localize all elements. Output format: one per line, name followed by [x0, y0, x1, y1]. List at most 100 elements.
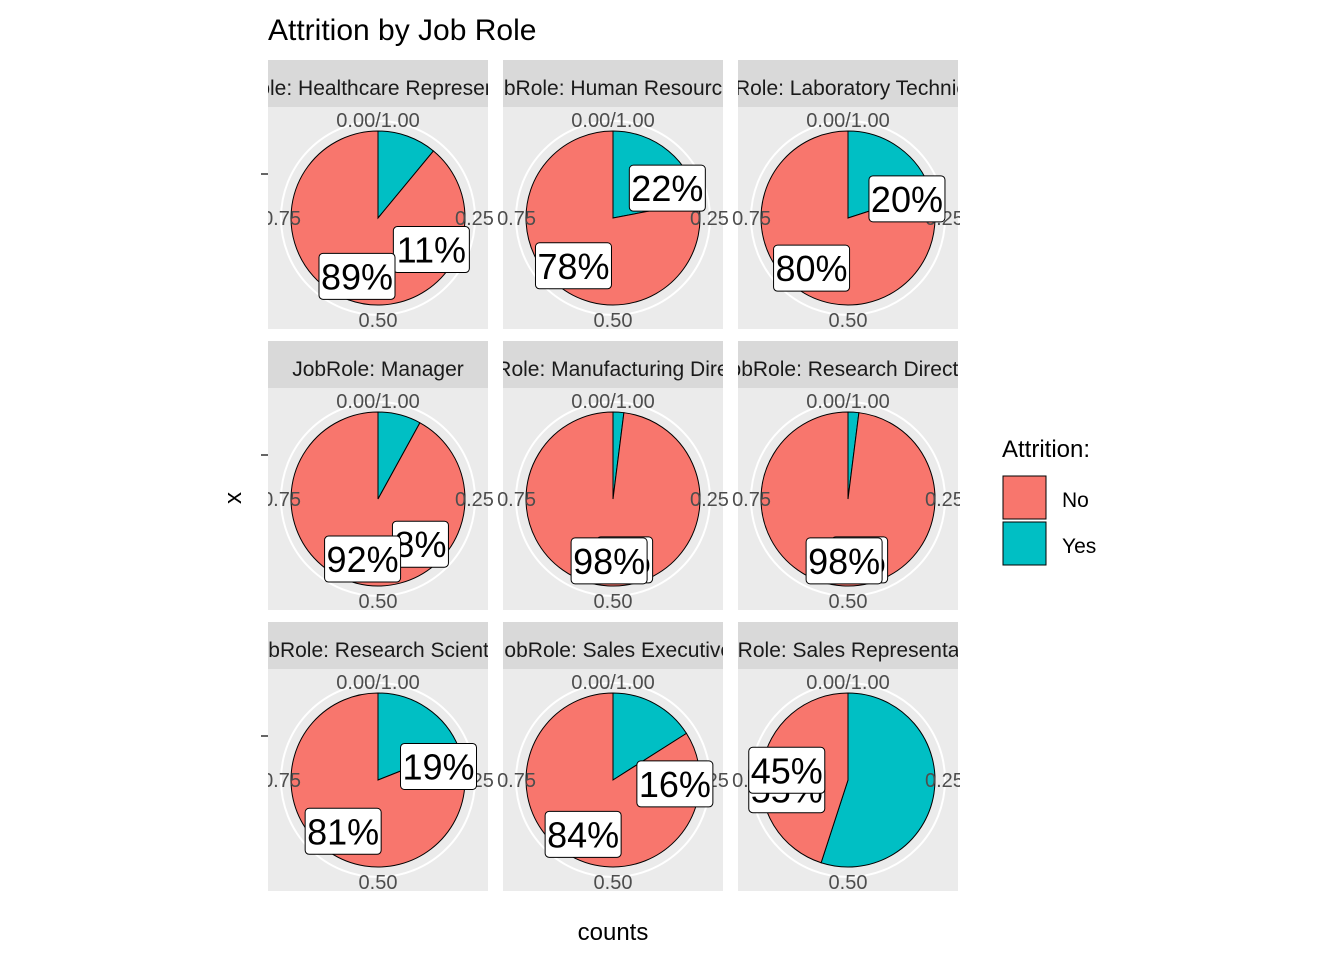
data-label-yes-box: [628, 164, 706, 212]
data-label-no-text: 98%: [573, 541, 645, 582]
data-label-yes-text: 16%: [639, 764, 711, 805]
theta-tick-0: 0.00/1.00: [336, 391, 419, 413]
data-label-no: 89%: [318, 252, 396, 300]
facet-strip-label: JobRole: Research Scientist: [246, 639, 510, 662]
facet-strip: [503, 341, 723, 388]
data-label-no: 84%: [544, 810, 622, 858]
data-label-yes: 16%: [636, 760, 714, 808]
facet-strip: [738, 622, 958, 669]
y-axis-title: x: [220, 492, 247, 504]
data-label-no-box: [318, 252, 396, 300]
facet-panel: JobRole: Laboratory Technician 0.00/1.00 0…: [701, 60, 995, 332]
legend-title: Attrition:: [1002, 436, 1090, 463]
facet-strip-label: JobRole: Healthcare Representative: [209, 77, 546, 100]
data-label-yes-text: 19%: [402, 746, 474, 787]
data-label-no: 98%: [805, 537, 883, 585]
theta-tick-050: 0.50: [359, 310, 398, 332]
data-label-no-box: [304, 807, 382, 855]
data-label-no: 92%: [324, 535, 402, 583]
theta-tick-075: 0.75: [732, 489, 771, 511]
theta-tick-075: 0.75: [497, 489, 536, 511]
theta-tick-050: 0.50: [829, 310, 868, 332]
grid-circle: [280, 120, 476, 316]
theta-tick-0: 0.00/1.00: [571, 110, 654, 132]
pie-slice-yes: [377, 692, 460, 781]
data-label-no-text: 45%: [751, 750, 823, 791]
theta-tick-0: 0.00/1.00: [336, 672, 419, 694]
pie-slice-yes: [820, 692, 936, 868]
theta-tick-050: 0.50: [829, 591, 868, 613]
pie-slice-no: [525, 411, 701, 587]
data-label-yes: 11%: [392, 226, 470, 274]
data-label-yes-box: [868, 175, 946, 223]
facet-strip: [268, 60, 488, 107]
facet-strip: [738, 341, 958, 388]
facet-panel: JobRole: Sales Executive0.00/1.000.250.5…: [494, 622, 732, 894]
facet-strip-label: JobRole: Human Resources: [482, 77, 745, 100]
x-axis-title: counts: [578, 919, 649, 946]
theta-tick-0: 0.00/1.00: [806, 391, 889, 413]
data-label-yes-box: [400, 742, 478, 790]
theta-tick-050: 0.50: [829, 872, 868, 894]
data-label-yes-text: 22%: [631, 168, 703, 209]
theta-tick-0: 0.00/1.00: [571, 672, 654, 694]
facet-strip-label: JobRole: Research Director: [719, 358, 977, 381]
data-label-no-box: [748, 746, 826, 794]
facet-strip-label: JobRole: Laboratory Technician: [701, 77, 995, 100]
facet-panels: JobRole: Healthcare Representative 0.00/1…: [209, 60, 995, 894]
theta-tick-050: 0.50: [359, 872, 398, 894]
data-label-no: 78%: [534, 242, 612, 290]
facet-strip-label: JobRole: Sales Representative: [704, 639, 992, 662]
data-label-no-box: [570, 537, 648, 585]
facet-panel: JobRole: Healthcare Representative 0.00/1…: [209, 60, 546, 332]
facet-strip-label: JobRole: Manager: [292, 358, 464, 381]
data-label-no-text: 92%: [327, 539, 399, 580]
data-label-no-text: 89%: [321, 256, 393, 297]
legend-key-yes: [1002, 521, 1047, 566]
facet-panel: JobRole: Sales Representative 0.00/1.00 0.…: [704, 622, 992, 894]
theta-tick-025: 0.25: [690, 208, 729, 230]
facet-strip: [503, 622, 723, 669]
facet-panel: JobRole: Research Scientist0.00/1.000.25…: [246, 622, 510, 894]
theta-tick-050: 0.50: [594, 310, 633, 332]
data-label-no-box: [534, 242, 612, 290]
grid-circle: [280, 401, 476, 597]
data-label-yes-text: 11%: [397, 230, 466, 271]
theta-tick-0: 0.00/1.00: [806, 110, 889, 132]
theta-tick-075: 0.75: [262, 489, 301, 511]
theta-tick-025: 0.25: [925, 489, 964, 511]
facet-strip: [268, 622, 488, 669]
pie-slice-no: [760, 411, 936, 587]
data-label-yes: 8%: [391, 520, 449, 568]
data-label-no: 81%: [304, 807, 382, 855]
grid-circle: [750, 401, 946, 597]
facet-strip-label: JobRole: Sales Executive: [494, 639, 732, 662]
legend-label-no: No: [1062, 489, 1089, 512]
facet-panel: JobRole: Manager 0.00/1.00 0.25 0.50 0.75 8%9…: [262, 341, 494, 613]
grid-circle: [515, 401, 711, 597]
data-label-no-text: 84%: [547, 814, 619, 855]
theta-tick-050: 0.50: [359, 591, 398, 613]
data-label-no-text: 80%: [776, 248, 848, 289]
grid-circle: [515, 120, 711, 316]
facet-strip: [268, 341, 488, 388]
data-label-no-box: [773, 244, 851, 292]
legend: Attrition: No Yes: [1002, 436, 1096, 566]
theta-tick-050: 0.50: [594, 591, 633, 613]
legend-label-yes: Yes: [1062, 535, 1096, 558]
theta-tick-075: 0.75: [262, 770, 301, 792]
pie-slice-yes: [612, 692, 688, 781]
theta-tick-025: 0.25: [925, 770, 964, 792]
data-label-no: 80%: [773, 244, 851, 292]
theta-tick-0: 0.00/1.00: [806, 672, 889, 694]
facet-panel: JobRole: Research Director 0.00/1.00 0.25 0…: [719, 341, 977, 613]
data-label-no-box: [805, 537, 883, 585]
facet-strip-label: JobRole: Manufacturing Director: [462, 358, 763, 381]
facet-panel: JobRole: Human Resources 0.00/1.00 0.25 0.5…: [482, 60, 745, 332]
theta-tick-075: 0.75: [262, 208, 301, 230]
theta-tick-025: 0.25: [455, 208, 494, 230]
data-label-yes-box: [392, 226, 470, 274]
theta-tick-075: 0.75: [497, 770, 536, 792]
theta-tick-0: 0.00/1.00: [571, 391, 654, 413]
